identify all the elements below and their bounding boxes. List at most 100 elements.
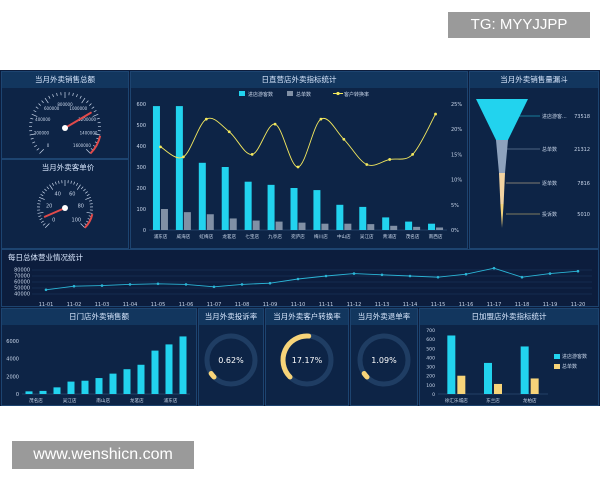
x-tick-label: 11-02 <box>67 302 82 308</box>
bar-visitors <box>267 184 275 230</box>
conversion-point <box>365 163 369 166</box>
legend-swatch <box>554 364 560 369</box>
bar-orders <box>367 224 375 230</box>
gauge-tick <box>38 215 42 217</box>
conversion-donut: 17.17% <box>280 333 334 387</box>
complaint-donut: 0.62% <box>204 333 258 387</box>
panel-title: 每日总体营业情况统计 <box>8 253 83 262</box>
donut-value-arc <box>361 370 370 380</box>
funnel-label: 进店游客... <box>542 113 567 120</box>
bar-visitors <box>244 181 252 230</box>
x-tick-label: 南山店 <box>96 397 110 404</box>
funnel-value: 73518 <box>574 114 590 120</box>
legend-label: 总单数 <box>562 363 577 370</box>
panel-complaint-rate: 当月外卖投诉率 0.62% <box>198 308 264 406</box>
gauge-tick <box>37 211 44 214</box>
bar-orders <box>229 218 237 230</box>
gauge-tick <box>29 133 36 136</box>
gauge-needle <box>64 111 92 129</box>
x-tick-label: 11-10 <box>291 302 306 308</box>
panel-sales-total: 当月外卖销售总额 0 200000 400000 600000 800000 100000… <box>1 71 129 159</box>
daily-point <box>44 288 48 292</box>
gauge-tick <box>86 194 90 197</box>
gauge-tick <box>34 144 38 148</box>
gauge-tick-label: 80 <box>78 203 84 209</box>
x-tick-label: 11-16 <box>459 302 474 308</box>
panel-title: 当月外卖销售量漏斗 <box>470 72 598 88</box>
x-tick-label: 南西店 <box>429 233 443 240</box>
donut-value-arc <box>280 333 312 380</box>
panel-refund-rate: 当月外卖退单率 1.09% <box>350 308 418 406</box>
bar-orders <box>344 223 352 230</box>
y2-tick-label: 5% <box>451 203 459 209</box>
x-tick-label: 11-04 <box>123 302 138 308</box>
conversion-point <box>204 117 208 121</box>
bar-visitors <box>405 221 413 230</box>
gauge-tick-label: 600000 <box>44 106 60 111</box>
gauge-tick <box>49 184 54 190</box>
funnel-label: 总单数 <box>542 146 557 153</box>
panel-store-metrics: 日直营店外卖指标统计 进店游客数 总单数 客户转换率 0 100 200 300 400 500… <box>130 71 468 249</box>
funnel-value: 7816 <box>577 181 590 187</box>
legend-swatch <box>287 91 293 96</box>
panel-title: 当月外卖客户转换率 <box>266 309 348 325</box>
y-tick-label: 400 <box>426 355 435 361</box>
y-tick-label: 80000 <box>14 268 30 274</box>
x-tick-label: 11-01 <box>39 302 54 308</box>
x-tick-label: 11-12 <box>347 302 362 308</box>
y-tick-label: 2000 <box>6 374 19 380</box>
x-tick-label: 龙柏店 <box>523 397 537 404</box>
x-tick-label: 11-20 <box>571 302 586 308</box>
x-tick-label: 11-15 <box>431 302 446 308</box>
gauge-tick <box>96 117 100 120</box>
daily-point <box>352 272 356 275</box>
legend-label: 进店游客数 <box>562 353 587 360</box>
gauge-tick <box>80 186 84 190</box>
legend-swatch <box>336 91 340 96</box>
daily-point <box>100 284 104 287</box>
panel-conversion-rate: 当月外卖客户转换率 17.17% <box>265 308 349 406</box>
conversion-point <box>342 137 346 141</box>
bar-visitors <box>336 204 344 230</box>
bar-visitors <box>428 223 436 230</box>
gauge-tick <box>76 182 79 186</box>
panel-title: 日加盟店外卖指标统计 <box>420 309 598 325</box>
gauge-tick <box>42 223 46 226</box>
y-tick-label: 500 <box>136 123 146 129</box>
gauge-hub <box>62 125 68 131</box>
gauge-tick <box>39 218 43 221</box>
y2-tick-label: 20% <box>451 127 462 133</box>
sales-bar <box>81 380 89 394</box>
gauge-tick-label: 800000 <box>57 102 73 107</box>
gauge-tick-label: 1400000 <box>80 131 98 136</box>
gauge-tick <box>44 188 47 192</box>
daily-point <box>520 275 524 279</box>
y-tick-label: 50000 <box>14 286 30 292</box>
funnel-label: 投诉数 <box>542 211 557 218</box>
x-tick-label: 青浦店 <box>383 233 397 240</box>
gauge-tick <box>86 100 89 104</box>
donut-track <box>357 333 411 387</box>
gauge-tick-label: 1600000 <box>73 143 91 148</box>
gauge-tick <box>38 103 42 106</box>
gauge-tick <box>76 184 81 190</box>
x-tick-label: 七宝店 <box>245 233 259 240</box>
sales-bar <box>39 390 47 394</box>
bar-visitors <box>198 162 206 230</box>
gauge-tick <box>35 106 39 109</box>
donut-track <box>204 333 258 387</box>
panel-title: 日直营店外卖指标统计 <box>131 72 467 88</box>
gauge-tick-label: 40 <box>55 192 61 198</box>
gauge-tick <box>38 196 45 200</box>
bar-orders <box>390 225 398 230</box>
bar-visitors <box>447 335 456 394</box>
gauge-tick <box>85 191 88 194</box>
y-tick-label: 6000 <box>6 339 19 345</box>
daily-point <box>212 285 216 289</box>
gauge-tick-label: 1000000 <box>69 106 87 111</box>
daily-point <box>576 269 580 273</box>
gauge-tick <box>44 223 50 229</box>
gauge-tick <box>51 182 54 186</box>
conversion-point <box>250 153 254 156</box>
bar-orders <box>206 214 214 230</box>
